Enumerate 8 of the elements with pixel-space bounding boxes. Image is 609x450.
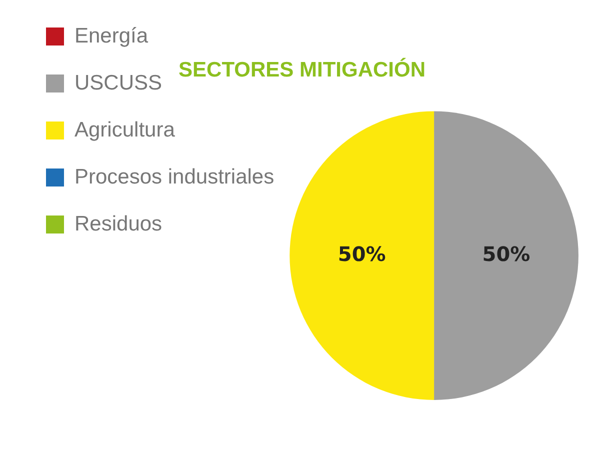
- data-label: 50%: [338, 242, 386, 266]
- legend-label: USCUSS: [74, 71, 162, 94]
- data-label: 50%: [482, 242, 530, 266]
- legend-label: Agricultura: [74, 118, 176, 142]
- text: SECTORES MITIGACIÓN: [178, 57, 426, 82]
- legend-label: Procesos industriales: [74, 165, 274, 188]
- legend-label: Energía: [74, 24, 148, 48]
- legend-label: Residuos: [74, 212, 162, 236]
